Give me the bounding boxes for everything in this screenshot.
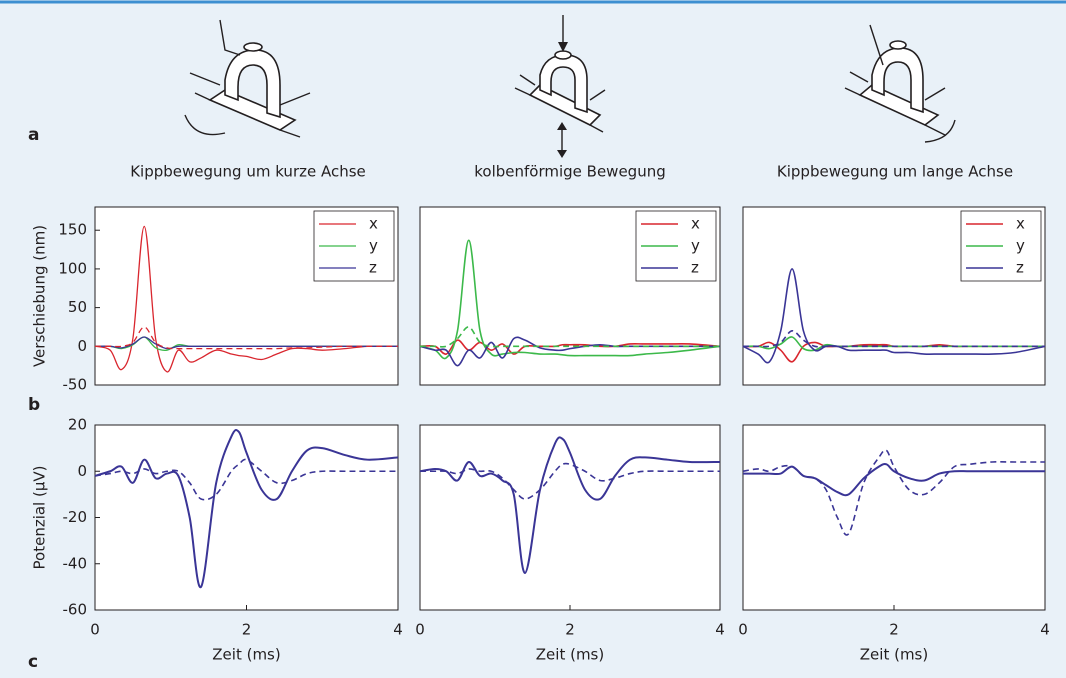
series-line <box>94 225 399 373</box>
series-line <box>420 326 720 348</box>
caption: Kippbewegung um lange Achse <box>777 163 1013 181</box>
series-line <box>419 239 721 360</box>
y-tick-label: -20 <box>63 508 88 526</box>
x-tick-label: 0 <box>738 621 748 639</box>
legend-label: x <box>1016 215 1025 233</box>
y-tick-label: 150 <box>58 221 87 239</box>
x-axis-label: Zeit (ms) <box>860 646 928 664</box>
caption: kolbenförmige Bewegung <box>474 163 665 181</box>
caption: Kippbewegung um kurze Achse <box>130 163 366 181</box>
series-line <box>742 336 1045 352</box>
x-tick-label: 0 <box>415 621 425 639</box>
device-illustration <box>514 15 606 158</box>
legend-label: x <box>369 215 378 233</box>
x-tick-label: 4 <box>393 621 403 639</box>
legend-label: z <box>1016 259 1024 277</box>
y-tick-label: -50 <box>63 376 88 394</box>
series-line <box>742 449 1045 536</box>
x-axis-label: Zeit (ms) <box>212 646 280 664</box>
y-tick-label: 50 <box>68 298 87 316</box>
y-tick-label: 100 <box>58 259 87 277</box>
series-line <box>94 336 398 350</box>
x-tick-label: 4 <box>715 621 725 639</box>
y-tick-label: 0 <box>77 337 87 355</box>
y-tick-label: 0 <box>77 462 87 480</box>
legend-label: z <box>369 259 377 277</box>
y-axis-label: Potenzial (µV) <box>31 466 49 570</box>
series-line <box>94 428 399 588</box>
y-tick-label: 20 <box>68 416 87 434</box>
panel-label: a <box>28 125 39 145</box>
legend-label: z <box>691 259 699 277</box>
plot-area <box>419 424 721 611</box>
x-tick-label: 2 <box>889 621 899 639</box>
x-tick-label: 4 <box>1040 621 1050 639</box>
y-tick-label: -60 <box>63 601 88 619</box>
legend-label: x <box>691 215 700 233</box>
series-line <box>742 268 1046 364</box>
legend-label: y <box>369 237 378 255</box>
y-axis-label: Verschiebung (nm) <box>31 225 49 367</box>
legend-label: y <box>1016 237 1025 255</box>
x-axis-label: Zeit (ms) <box>536 646 604 664</box>
series-line <box>94 458 399 501</box>
plot-area <box>742 424 1046 611</box>
panel-label: b <box>28 395 40 415</box>
series-line <box>743 463 1046 497</box>
x-tick-label: 0 <box>90 621 100 639</box>
panel-label: c <box>28 652 38 672</box>
x-tick-label: 2 <box>242 621 252 639</box>
legend-label: y <box>691 237 700 255</box>
series-line <box>419 462 721 500</box>
device-illustration <box>184 19 311 138</box>
y-tick-label: -40 <box>63 554 88 572</box>
x-tick-label: 2 <box>565 621 575 639</box>
device-illustration <box>844 24 956 143</box>
series-line <box>419 436 721 575</box>
